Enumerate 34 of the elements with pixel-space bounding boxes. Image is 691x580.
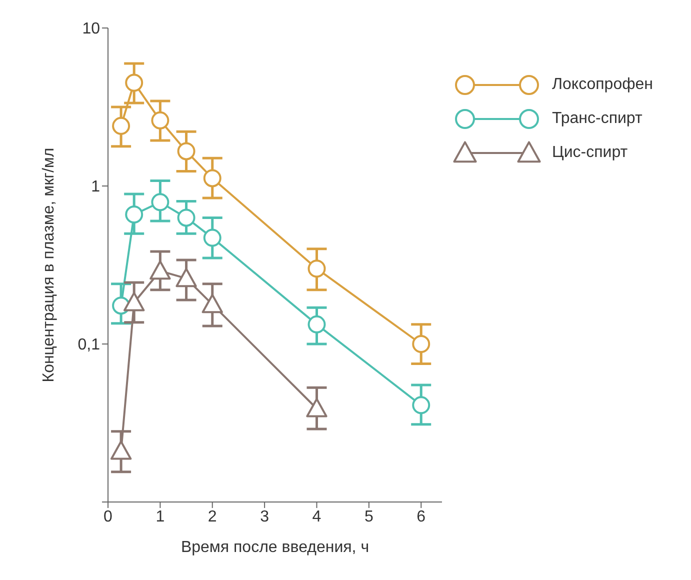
x-tick-label: 0	[104, 508, 113, 526]
point	[110, 440, 132, 460]
point	[177, 142, 196, 160]
point	[203, 169, 222, 188]
point	[202, 294, 223, 314]
point	[203, 228, 222, 247]
x-tick-label: 5	[364, 508, 374, 526]
point	[176, 268, 197, 288]
x-tick-label: 6	[416, 508, 426, 526]
point	[412, 396, 430, 414]
point	[308, 260, 326, 278]
legend-label: Цис-спирт	[552, 144, 628, 162]
y-tick-label: 0,1	[78, 336, 100, 354]
point	[306, 398, 328, 418]
legend-label: Транс-спирт	[552, 110, 642, 128]
point	[150, 260, 171, 280]
y-tick-label: 10	[82, 20, 100, 38]
y-tick-label: 1	[91, 178, 100, 196]
point	[308, 315, 326, 334]
legend-label: Локсопрофен	[552, 76, 653, 94]
point	[125, 74, 144, 92]
x-tick-label: 3	[260, 508, 270, 526]
point	[151, 111, 170, 130]
x-tick-label: 2	[208, 508, 217, 526]
point	[151, 193, 170, 212]
point	[412, 335, 430, 353]
x-tick-label: 1	[156, 508, 165, 526]
point	[123, 292, 145, 312]
y-axis-title: Концентрация в плазме, мкг/мл	[40, 148, 58, 382]
x-tick-label: 4	[312, 508, 322, 526]
point	[177, 208, 196, 227]
x-axis-title: Время после введения, ч	[180, 539, 370, 556]
point	[112, 116, 130, 135]
point	[125, 206, 144, 224]
